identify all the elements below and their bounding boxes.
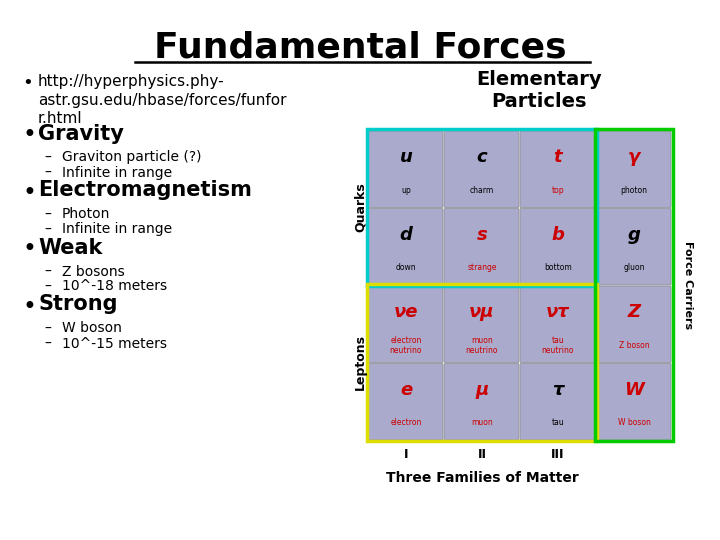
Text: W boson: W boson: [62, 321, 122, 335]
Text: γ: γ: [628, 148, 640, 166]
Text: –: –: [44, 151, 51, 165]
Bar: [367, 284, 597, 441]
FancyBboxPatch shape: [444, 363, 519, 440]
FancyBboxPatch shape: [368, 131, 443, 207]
FancyBboxPatch shape: [444, 131, 519, 207]
Text: •: •: [22, 74, 32, 92]
Text: b: b: [552, 226, 564, 244]
FancyBboxPatch shape: [596, 208, 671, 285]
Text: electron
neutrino: electron neutrino: [390, 336, 422, 355]
FancyBboxPatch shape: [368, 286, 443, 362]
Text: c: c: [477, 148, 487, 166]
Text: νe: νe: [394, 303, 418, 321]
Text: •: •: [22, 124, 36, 147]
Text: Z: Z: [628, 303, 641, 321]
Text: W: W: [624, 381, 644, 399]
Text: –: –: [44, 265, 51, 279]
Text: –: –: [44, 321, 51, 335]
Text: Gravity: Gravity: [38, 124, 124, 144]
FancyBboxPatch shape: [596, 363, 671, 440]
Text: photon: photon: [621, 186, 647, 195]
FancyBboxPatch shape: [368, 363, 443, 440]
Text: III: III: [552, 448, 564, 461]
Text: gluon: gluon: [624, 264, 644, 273]
Text: I: I: [404, 448, 408, 461]
Text: •: •: [22, 238, 36, 261]
Text: Infinite in range: Infinite in range: [62, 165, 172, 179]
Text: ντ: ντ: [546, 303, 570, 321]
FancyBboxPatch shape: [520, 363, 595, 440]
Text: II: II: [477, 448, 487, 461]
Text: g: g: [628, 226, 640, 244]
Text: Weak: Weak: [38, 238, 102, 258]
Text: muon: muon: [471, 418, 493, 428]
Text: μ: μ: [475, 381, 489, 399]
Text: Strong: Strong: [38, 294, 117, 314]
Text: electron: electron: [390, 418, 422, 428]
Text: e: e: [400, 381, 412, 399]
Text: Fundamental Forces: Fundamental Forces: [153, 30, 567, 64]
Text: d: d: [400, 226, 413, 244]
Text: down: down: [396, 264, 416, 273]
Text: charm: charm: [470, 186, 494, 195]
Text: muon
neutrino: muon neutrino: [466, 336, 498, 355]
FancyBboxPatch shape: [444, 286, 519, 362]
Text: –: –: [44, 280, 51, 294]
Text: up: up: [401, 186, 411, 195]
FancyBboxPatch shape: [520, 286, 595, 362]
Text: t: t: [554, 148, 562, 166]
Bar: [595, 129, 673, 441]
Text: Electromagnetism: Electromagnetism: [38, 180, 252, 200]
Text: Infinite in range: Infinite in range: [62, 222, 172, 237]
Text: νμ: νμ: [469, 303, 495, 321]
Text: Leptons: Leptons: [354, 334, 366, 390]
Text: τ: τ: [552, 381, 564, 399]
FancyBboxPatch shape: [520, 131, 595, 207]
Text: tau: tau: [552, 418, 564, 428]
Text: tau
neutrino: tau neutrino: [541, 336, 575, 355]
Text: Three Families of Matter: Three Families of Matter: [386, 471, 578, 485]
FancyBboxPatch shape: [596, 131, 671, 207]
Text: s: s: [477, 226, 487, 244]
FancyBboxPatch shape: [444, 208, 519, 285]
Text: 10^-15 meters: 10^-15 meters: [62, 336, 167, 350]
Text: –: –: [44, 207, 51, 221]
Text: bottom: bottom: [544, 264, 572, 273]
Text: •: •: [22, 180, 36, 205]
Text: Photon: Photon: [62, 207, 110, 221]
Text: Z boson: Z boson: [618, 341, 649, 350]
Text: u: u: [400, 148, 413, 166]
Text: •: •: [22, 294, 36, 319]
Text: –: –: [44, 222, 51, 237]
Text: W boson: W boson: [618, 418, 650, 428]
FancyBboxPatch shape: [520, 208, 595, 285]
Text: Z bosons: Z bosons: [62, 265, 125, 279]
Bar: [367, 129, 597, 286]
Text: top: top: [552, 186, 564, 195]
Text: strange: strange: [467, 264, 497, 273]
Text: Force Carriers: Force Carriers: [683, 241, 693, 329]
FancyBboxPatch shape: [368, 208, 443, 285]
Text: Quarks: Quarks: [354, 183, 366, 232]
Text: 10^-18 meters: 10^-18 meters: [62, 280, 167, 294]
Text: http://hyperphysics.phy-
astr.gsu.edu/hbase/forces/funfor
r.html: http://hyperphysics.phy- astr.gsu.edu/hb…: [38, 74, 287, 126]
Text: –: –: [44, 336, 51, 350]
Text: Elementary
Particles: Elementary Particles: [476, 70, 602, 111]
Text: Graviton particle (?): Graviton particle (?): [62, 151, 202, 165]
FancyBboxPatch shape: [596, 286, 671, 362]
Text: –: –: [44, 165, 51, 179]
